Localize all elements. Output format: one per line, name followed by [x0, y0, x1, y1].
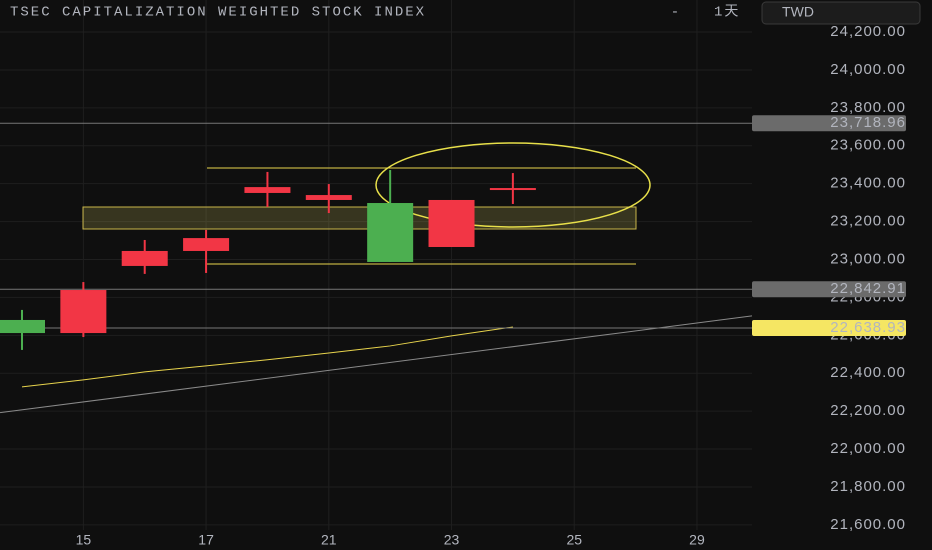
x-tick-label: 29: [689, 532, 705, 548]
interval: 1天: [714, 5, 740, 21]
price-tag: [752, 115, 906, 132]
candle-body: [121, 250, 168, 266]
candle-body: [367, 203, 414, 262]
price-tag: [752, 319, 906, 336]
y-tick-label: 23,600.00: [830, 137, 906, 154]
price-tag-label: 23,718.96: [830, 114, 906, 131]
x-tick-label: 25: [566, 532, 582, 548]
y-tick-label: 23,800.00: [830, 99, 906, 116]
candle-body: [305, 195, 352, 200]
price-tag-label: 22,842.91: [830, 280, 906, 297]
candle-body: [183, 238, 230, 251]
candle-body: [428, 199, 475, 247]
price-tag-label: 22,638.93: [830, 319, 906, 336]
x-tick-label: 17: [198, 532, 214, 548]
separator: -: [671, 5, 681, 21]
x-tick-label: 23: [444, 532, 460, 548]
candle-body: [244, 187, 291, 193]
y-tick-label: 22,000.00: [830, 440, 906, 457]
price-axis: 21,600.00 21,800.00 22,000.00 22,200.00 22,4…: [76, 23, 906, 548]
candle-body: [489, 188, 536, 191]
y-tick-label: 21,600.00: [830, 516, 906, 533]
candle-body: [0, 319, 45, 334]
y-tick-label: 23,400.00: [830, 175, 906, 192]
y-tick-label: 24,000.00: [830, 61, 906, 78]
currency-button[interactable]: [761, 1, 921, 25]
x-tick-label: 15: [76, 532, 92, 548]
currency-label[interactable]: TWD: [782, 4, 814, 20]
drawings: [82, 142, 651, 265]
candle-body: [60, 290, 107, 334]
y-tick-label: 22,200.00: [830, 402, 906, 419]
y-tick-label: 22,400.00: [830, 364, 906, 381]
price-tag: [752, 281, 906, 298]
y-tick-label: 24,200.00: [830, 23, 906, 40]
marks: [0, 122, 753, 414]
y-tick-label: 23,000.00: [830, 250, 906, 267]
y-tick-label: 21,800.00: [830, 478, 906, 495]
zone-box: [82, 206, 637, 230]
highlight-ellipse: [375, 142, 651, 228]
moving-average: [21, 326, 513, 388]
x-tick-label: 21: [321, 532, 337, 548]
chart-title: TSEC CAPITALIZATION WEIGHTED STOCK INDEX: [10, 5, 426, 21]
trendline: [0, 315, 753, 414]
grid: [0, 0, 752, 530]
y-tick-label: 23,200.00: [830, 213, 906, 230]
